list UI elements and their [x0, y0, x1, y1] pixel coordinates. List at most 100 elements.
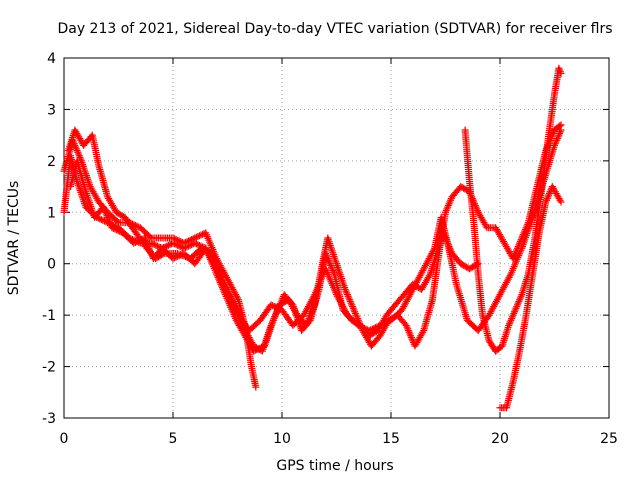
- data-point: [220, 287, 228, 295]
- x-axis-label: GPS time / hours: [276, 458, 393, 474]
- data-point: [543, 195, 551, 203]
- data-point: [514, 243, 522, 251]
- data-point: [105, 217, 113, 225]
- data-point: [442, 236, 450, 244]
- y-axis-label: SDTVAR / TECUs: [6, 181, 22, 296]
- data-point: [233, 308, 241, 316]
- data-point: [192, 240, 200, 248]
- data-point: [75, 152, 83, 160]
- data-point: [543, 196, 551, 204]
- data-point: [511, 249, 519, 257]
- data-point: [108, 224, 116, 232]
- data-point: [174, 236, 182, 244]
- chart-title: Day 213 of 2021, Sidereal Day-to-day VTE…: [57, 21, 612, 37]
- data-point: [149, 240, 157, 248]
- data-point: [556, 122, 564, 130]
- data-point: [557, 69, 565, 77]
- data-point: [545, 189, 553, 197]
- data-point: [219, 285, 227, 293]
- data-point: [553, 135, 561, 143]
- data-point: [445, 243, 453, 251]
- data-point: [188, 235, 196, 243]
- data-point: [404, 327, 412, 335]
- data-point: [542, 198, 550, 206]
- data-point: [217, 280, 225, 288]
- data-point: [171, 254, 179, 262]
- data-point: [517, 236, 525, 244]
- data-point: [218, 284, 226, 292]
- x-tick-label: 10: [273, 431, 291, 447]
- data-point: [131, 238, 139, 246]
- data-point: [103, 212, 111, 220]
- data-point: [163, 242, 171, 250]
- data-point: [511, 251, 519, 259]
- data-point: [216, 277, 224, 285]
- data-point: [74, 148, 82, 156]
- data-point: [185, 237, 193, 245]
- data-point: [150, 241, 158, 249]
- data-point: [75, 150, 83, 158]
- data-point: [216, 279, 224, 287]
- data-point: [328, 265, 336, 273]
- data-point: [102, 210, 110, 218]
- y-tick-label: -1: [42, 308, 56, 324]
- data-point: [257, 343, 265, 351]
- data-point: [440, 231, 448, 239]
- data-point: [141, 236, 149, 244]
- data-point: [519, 232, 527, 240]
- series-sat-d: [67, 157, 482, 355]
- data-point: [509, 311, 517, 319]
- data-point: [175, 252, 183, 260]
- data-point: [552, 138, 560, 146]
- data-point: [183, 238, 191, 246]
- data-point: [250, 347, 258, 355]
- data-point: [267, 301, 275, 309]
- data-point: [556, 129, 564, 137]
- data-point: [447, 246, 455, 254]
- data-point: [96, 215, 104, 223]
- data-point: [269, 302, 277, 310]
- data-point: [506, 318, 514, 326]
- data-point: [521, 225, 529, 233]
- data-point: [554, 133, 562, 141]
- data-point: [164, 241, 172, 249]
- data-point: [557, 198, 565, 206]
- data-point: [544, 193, 552, 201]
- data-point: [509, 255, 517, 263]
- data-point: [442, 234, 449, 242]
- data-point: [506, 272, 514, 280]
- data-point: [512, 248, 520, 256]
- plot-frame: [63, 57, 610, 419]
- data-point: [508, 313, 516, 321]
- data-point: [522, 224, 530, 232]
- data-point: [556, 68, 564, 76]
- data-point: [505, 320, 513, 328]
- data-point: [322, 251, 330, 259]
- data-point: [513, 246, 521, 254]
- data-point: [551, 140, 559, 148]
- data-point: [521, 227, 529, 235]
- data-point: [153, 242, 161, 250]
- data-point: [144, 241, 152, 249]
- data-point: [181, 238, 189, 246]
- data-point: [408, 335, 416, 343]
- data-point: [441, 232, 449, 240]
- data-point: [213, 270, 221, 278]
- data-point: [169, 234, 177, 242]
- data-point: [144, 243, 152, 251]
- data-point: [106, 219, 114, 227]
- data-point: [347, 299, 355, 307]
- data-point: [516, 237, 524, 245]
- data-point: [110, 224, 118, 232]
- data-point: [549, 129, 557, 137]
- data-point: [444, 241, 452, 249]
- data-point: [349, 304, 357, 312]
- data-point: [116, 227, 124, 235]
- data-point: [72, 145, 80, 153]
- data-point: [191, 234, 199, 242]
- series-sat-b: [60, 136, 260, 391]
- data-point: [166, 241, 174, 249]
- data-point: [515, 241, 523, 249]
- data-point: [404, 325, 412, 333]
